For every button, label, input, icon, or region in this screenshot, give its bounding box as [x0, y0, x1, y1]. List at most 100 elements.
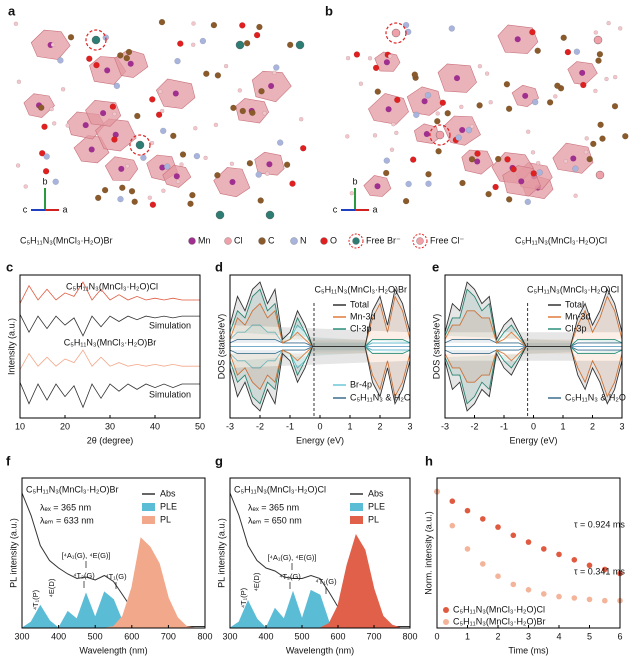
x-axis-label: Time (ms)	[508, 645, 548, 655]
atom	[128, 188, 136, 195]
atom	[277, 139, 284, 146]
peak-label: ⁴T₂(G)	[73, 571, 95, 580]
mn-atom	[421, 98, 428, 105]
x-axis-label: Energy (eV)	[509, 435, 557, 445]
atom	[524, 198, 531, 206]
atom	[526, 129, 531, 134]
data-point	[556, 551, 562, 558]
atom	[273, 64, 280, 71]
x-tick-label: 50	[195, 421, 205, 431]
mn-atom	[522, 92, 529, 99]
legend-label: Total	[565, 299, 584, 309]
annotation: λₑₘ = 650 nm	[248, 515, 302, 525]
atom	[174, 57, 181, 65]
atom	[573, 48, 581, 55]
atom	[179, 162, 184, 167]
x-tick-label: 300	[14, 631, 29, 641]
mn-atom	[518, 178, 525, 185]
atom	[265, 171, 270, 176]
atom	[179, 151, 187, 158]
atom	[394, 130, 399, 136]
legend-label: Abs	[368, 488, 384, 498]
atom	[149, 96, 156, 103]
x-tick-label: 600	[330, 631, 345, 641]
data-point	[464, 546, 471, 552]
atom	[413, 111, 420, 119]
y-axis-label: Intensity (a.u.)	[6, 318, 16, 375]
atom	[618, 26, 623, 31]
crystal-axis-label: a	[62, 204, 67, 214]
atom	[117, 52, 124, 59]
legend-label: Mn	[198, 235, 211, 245]
atom	[199, 37, 207, 45]
atom	[434, 118, 441, 125]
atom	[123, 54, 131, 62]
mn-atom	[159, 164, 166, 171]
atom	[41, 123, 48, 130]
atom	[611, 102, 619, 110]
atom	[504, 156, 511, 163]
annotation: τ = 0.341 ms	[574, 566, 625, 576]
panel-letter: a	[8, 3, 16, 18]
data-point	[510, 581, 517, 588]
atom	[149, 201, 157, 208]
free-ion	[235, 40, 245, 50]
atom	[119, 184, 126, 192]
x-tick-label: -1	[500, 421, 508, 431]
atom	[60, 87, 66, 92]
atom	[256, 23, 263, 31]
x-tick-label: 1	[465, 631, 470, 641]
mn-atom	[112, 131, 119, 138]
peak-label: ⁴E(D)	[252, 572, 261, 591]
legend-label: C	[268, 235, 275, 245]
annotation: λₑₓ = 365 nm	[248, 502, 299, 512]
atom	[572, 165, 579, 172]
y-axis-label: PL intensity (a.u.)	[8, 518, 18, 588]
atom	[503, 81, 511, 88]
mn-atom	[579, 69, 586, 76]
atom	[203, 70, 210, 77]
legend-swatch	[416, 237, 424, 245]
atom	[554, 82, 561, 89]
atom	[353, 51, 361, 58]
atom	[230, 104, 237, 112]
atom	[13, 21, 19, 26]
mn-atom	[173, 173, 180, 180]
legend-swatch	[443, 607, 449, 613]
atom	[506, 196, 513, 203]
x-tick-label: 800	[402, 631, 417, 641]
mn-atom	[514, 36, 521, 43]
free-ion	[435, 130, 445, 140]
free-ion-highlight	[129, 134, 151, 156]
peak-label: [⁴A₁(G), ⁴E(G)]	[62, 551, 111, 560]
x-tick-label: 6	[617, 631, 622, 641]
atom	[383, 157, 390, 164]
data-point	[525, 587, 532, 593]
x-tick-label: 3	[526, 631, 531, 641]
x-axis-label: Wavelength (nm)	[79, 645, 147, 655]
atom	[536, 160, 541, 166]
atom	[163, 163, 171, 170]
atom	[435, 148, 442, 155]
legend-swatch	[188, 237, 196, 245]
atom	[564, 48, 572, 56]
atom	[468, 155, 476, 163]
atom	[15, 163, 21, 168]
x-tick-label: 0	[434, 631, 439, 641]
x-tick-label: 20	[60, 421, 70, 431]
atom	[448, 25, 455, 32]
atom	[50, 42, 56, 47]
mn-atom	[459, 127, 466, 133]
x-tick-label: 700	[366, 631, 381, 641]
atom	[510, 165, 517, 173]
mn-atom	[570, 155, 577, 162]
atom	[255, 171, 262, 178]
atom	[158, 18, 166, 26]
atom	[435, 111, 440, 116]
pattern-curve	[19, 281, 200, 304]
annotation: λₑₘ = 633 nm	[40, 515, 94, 525]
atom	[485, 190, 492, 198]
data-point	[510, 532, 517, 539]
pattern-curve	[19, 349, 200, 370]
x-tick-label: 10	[15, 421, 25, 431]
